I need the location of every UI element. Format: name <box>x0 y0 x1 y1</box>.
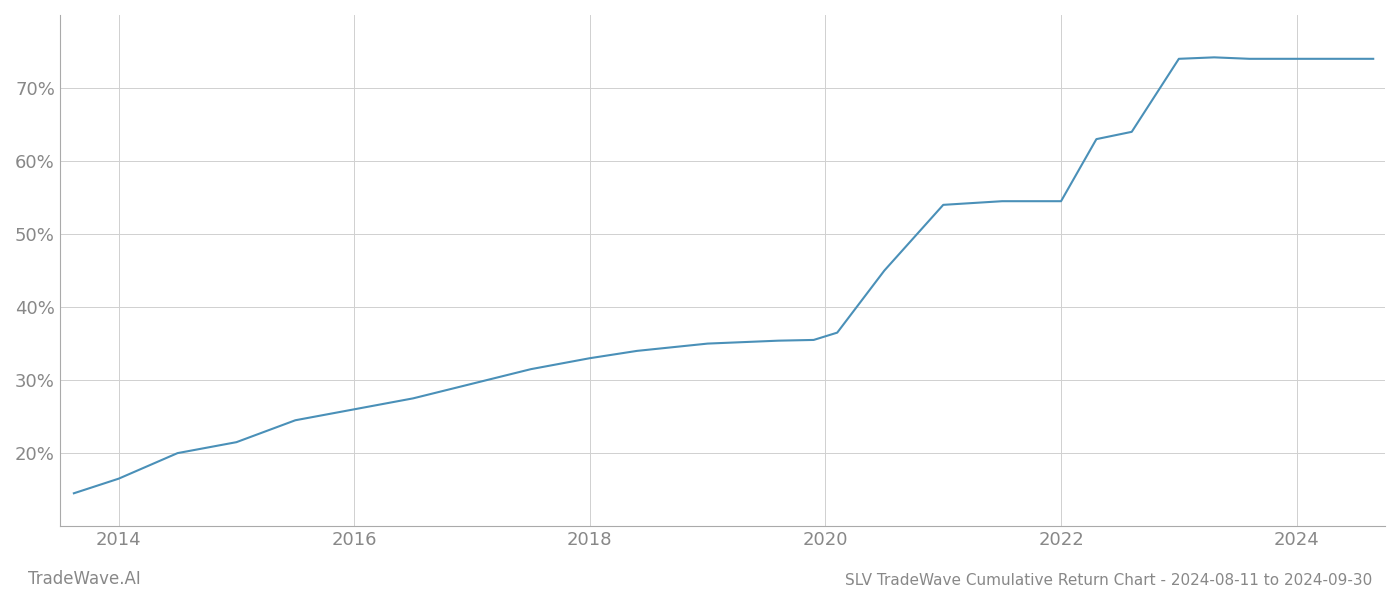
Text: TradeWave.AI: TradeWave.AI <box>28 570 141 588</box>
Text: SLV TradeWave Cumulative Return Chart - 2024-08-11 to 2024-09-30: SLV TradeWave Cumulative Return Chart - … <box>844 573 1372 588</box>
